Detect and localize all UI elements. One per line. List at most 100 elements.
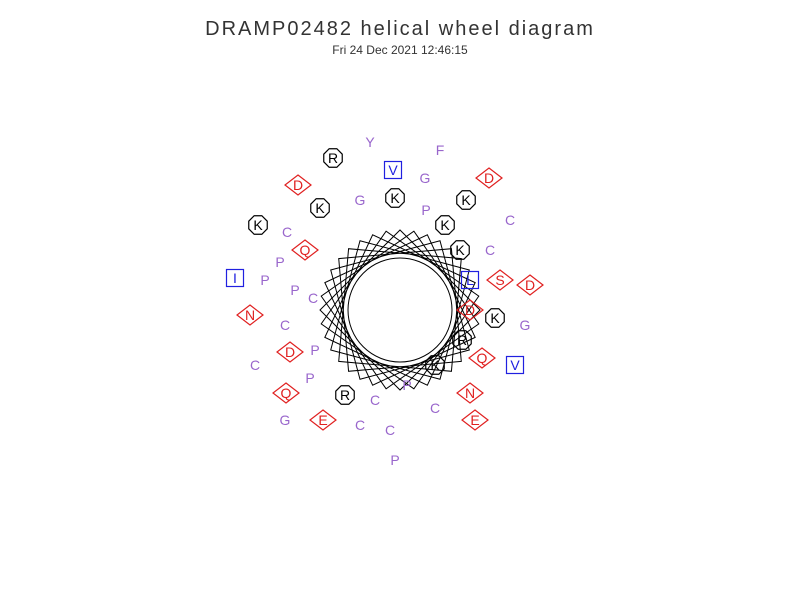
residue: P — [305, 370, 314, 386]
residue: Q — [292, 240, 318, 260]
residue: R — [324, 149, 342, 167]
residue: C — [370, 392, 380, 408]
residue: C — [485, 242, 495, 258]
svg-text:P: P — [260, 272, 269, 288]
residue: C — [280, 317, 290, 333]
residue: V — [385, 162, 402, 179]
residue: G — [355, 192, 366, 208]
svg-text:C: C — [430, 400, 440, 416]
svg-text:K: K — [430, 357, 440, 373]
svg-text:R: R — [457, 332, 467, 348]
residue: P — [390, 452, 399, 468]
svg-text:S: S — [495, 272, 504, 288]
svg-text:K: K — [461, 192, 471, 208]
svg-text:P: P — [290, 282, 299, 298]
residue: C — [250, 357, 260, 373]
svg-text:C: C — [282, 224, 292, 240]
svg-text:N: N — [245, 307, 255, 323]
svg-text:Q: Q — [300, 242, 311, 258]
svg-text:G: G — [420, 170, 431, 186]
svg-text:C: C — [308, 290, 318, 306]
residue: R — [336, 386, 354, 404]
svg-text:Y: Y — [365, 134, 375, 150]
residue: C — [355, 417, 365, 433]
svg-text:R: R — [340, 387, 350, 403]
residue: V — [507, 357, 524, 374]
residue: K — [249, 216, 267, 234]
residue: P — [402, 377, 411, 393]
svg-text:G: G — [280, 412, 291, 428]
residue: K — [426, 356, 444, 374]
svg-text:N: N — [465, 385, 475, 401]
svg-text:D: D — [285, 344, 295, 360]
residue: C — [385, 422, 395, 438]
residue: E — [462, 410, 488, 430]
residue: G — [520, 317, 531, 333]
svg-text:C: C — [280, 317, 290, 333]
residue: G — [280, 412, 291, 428]
svg-text:K: K — [390, 190, 400, 206]
residue: P — [310, 342, 319, 358]
residue: K — [386, 189, 404, 207]
svg-text:P: P — [421, 202, 430, 218]
svg-text:K: K — [440, 217, 450, 233]
residue: C — [308, 290, 318, 306]
residue: C — [282, 224, 292, 240]
svg-text:D: D — [525, 277, 535, 293]
svg-text:P: P — [275, 254, 284, 270]
svg-text:C: C — [385, 422, 395, 438]
svg-text:V: V — [388, 162, 398, 178]
residue: C — [505, 212, 515, 228]
residue: P — [421, 202, 430, 218]
svg-text:E: E — [318, 412, 327, 428]
svg-text:I: I — [233, 270, 237, 286]
svg-text:G: G — [355, 192, 366, 208]
residue: G — [420, 170, 431, 186]
residue: K — [486, 309, 504, 327]
residue: P — [260, 272, 269, 288]
svg-text:R: R — [328, 150, 338, 166]
svg-text:L: L — [466, 272, 474, 288]
residue: F — [436, 142, 445, 158]
svg-text:K: K — [455, 242, 465, 258]
residue: K — [436, 216, 454, 234]
svg-text:C: C — [370, 392, 380, 408]
svg-text:P: P — [390, 452, 399, 468]
svg-text:P: P — [305, 370, 314, 386]
residue: P — [275, 254, 284, 270]
residue: D — [517, 275, 543, 295]
svg-text:P: P — [402, 377, 411, 393]
svg-text:K: K — [315, 200, 325, 216]
svg-text:C: C — [250, 357, 260, 373]
residue: P — [290, 282, 299, 298]
residue: K — [311, 199, 329, 217]
residue: Y — [365, 134, 375, 150]
svg-text:P: P — [310, 342, 319, 358]
residue: S — [487, 270, 513, 290]
svg-text:Q: Q — [477, 350, 488, 366]
svg-text:D: D — [465, 302, 475, 318]
residue: N — [237, 305, 263, 325]
residue: K — [451, 241, 469, 259]
residue: K — [457, 191, 475, 209]
svg-text:E: E — [470, 412, 479, 428]
residue: D — [285, 175, 311, 195]
svg-text:D: D — [484, 170, 494, 186]
svg-text:K: K — [253, 217, 263, 233]
svg-text:F: F — [436, 142, 445, 158]
residue: I — [227, 270, 244, 287]
residue: D — [277, 342, 303, 362]
residue: E — [310, 410, 336, 430]
svg-text:G: G — [520, 317, 531, 333]
residue: C — [430, 400, 440, 416]
svg-text:C: C — [485, 242, 495, 258]
helical-wheel-diagram: YFRVGDDKKGPKKCCKKQCPIPPCLSDDKGNCRDPCKQVP… — [0, 0, 800, 600]
svg-text:D: D — [293, 177, 303, 193]
residue: N — [457, 383, 483, 403]
svg-text:V: V — [510, 357, 520, 373]
residue: Q — [469, 348, 495, 368]
svg-text:C: C — [355, 417, 365, 433]
residue: Q — [273, 383, 299, 403]
svg-text:Q: Q — [281, 385, 292, 401]
svg-text:K: K — [490, 310, 500, 326]
